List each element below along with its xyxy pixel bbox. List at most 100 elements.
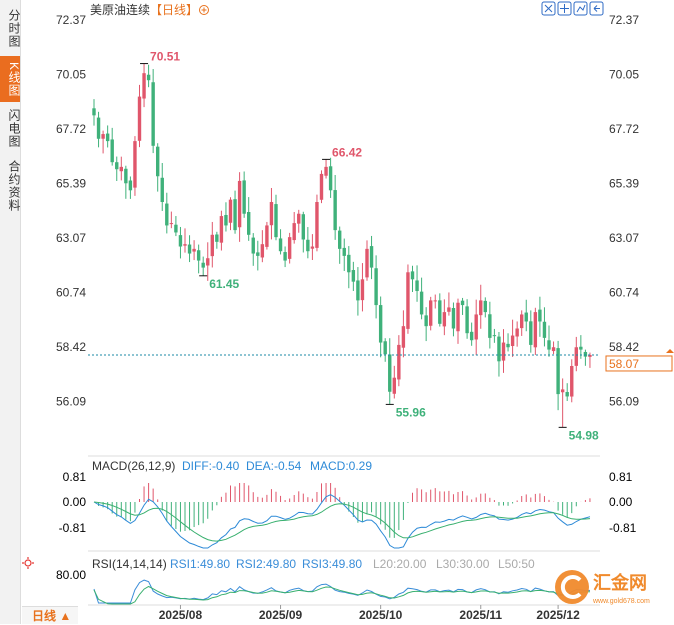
candle — [401, 310, 406, 358]
tab-intraday[interactable]: 分时图 — [7, 8, 21, 48]
price-tick-right-3: 65.39 — [609, 177, 639, 191]
candle — [124, 165, 128, 199]
candle — [297, 209, 301, 233]
price-tick-left-7: 56.09 — [56, 394, 86, 408]
tab-flash[interactable]: 闪电图 — [7, 108, 21, 148]
rsi-axis-left-80: 80.00 — [56, 568, 86, 582]
annotation-label-3: 55.96 — [396, 405, 426, 419]
svg-text:汇金网: 汇金网 — [593, 572, 647, 593]
price-annotations: 70.51 61.45 66.42 55.96 54.98 — [140, 50, 599, 442]
annotation-label-2: 66.42 — [332, 145, 362, 159]
date-axis: 2025/08 2025/09 2025/10 2025/11 2025/12 — [159, 605, 580, 622]
candle — [292, 211, 296, 244]
macd-axis-right: 0.81 0.00 -0.81 — [609, 470, 637, 535]
fullscreen-icon[interactable] — [541, 1, 556, 16]
candle — [192, 240, 196, 261]
annotation-label-1: 61.45 — [209, 277, 239, 291]
svg-text:0.81: 0.81 — [609, 470, 633, 484]
candle — [347, 246, 351, 289]
candle — [483, 297, 487, 318]
candle — [183, 228, 187, 253]
rsi1-label: RSI1:49.80 — [170, 557, 230, 571]
candle — [365, 240, 369, 281]
svg-text:-0.81: -0.81 — [59, 521, 87, 535]
candle — [233, 190, 237, 234]
candle — [110, 127, 114, 166]
candle — [333, 174, 337, 240]
candle — [556, 340, 560, 411]
candle — [96, 111, 101, 148]
candle — [119, 156, 123, 181]
candle — [101, 130, 105, 154]
candle — [433, 294, 437, 309]
candle — [388, 338, 392, 405]
candle — [133, 136, 137, 196]
tab-kline[interactable]: K线图 — [0, 56, 21, 102]
chart-type-icon[interactable] — [573, 1, 588, 16]
candle — [515, 321, 519, 347]
l50-label: L50:50 — [498, 557, 535, 571]
price-tick-right-5: 60.74 — [609, 285, 639, 299]
candle — [151, 69, 155, 154]
svg-text:www.gold678.com: www.gold678.com — [592, 598, 650, 605]
candle — [278, 229, 283, 255]
candle — [251, 233, 255, 266]
candle — [529, 310, 533, 353]
date-tick-1: 2025/09 — [259, 608, 303, 622]
price-axis-left: 72.37 70.05 67.72 65.39 63.07 60.74 58.42 56.09 — [56, 13, 86, 408]
candle — [524, 299, 528, 332]
candle — [260, 230, 265, 263]
candle — [338, 226, 342, 264]
last-price-label: 58.07 — [609, 357, 639, 371]
candle — [142, 63, 146, 108]
candle — [356, 267, 360, 316]
macd-axis-left: 0.81 0.00 -0.81 — [59, 470, 87, 535]
l20-label: L20:20.00 — [373, 557, 427, 571]
back-icon[interactable] — [589, 1, 604, 16]
candle — [324, 159, 328, 179]
macd-value-label: MACD:0.29 — [310, 459, 372, 473]
candle — [165, 192, 169, 234]
candle — [570, 359, 574, 403]
candle — [560, 378, 565, 428]
price-tick-left-3: 65.39 — [56, 177, 86, 191]
price-tick-left-4: 63.07 — [56, 231, 86, 245]
candle — [497, 332, 501, 377]
candle — [187, 235, 192, 263]
last-price-box — [605, 355, 673, 372]
candle — [520, 310, 524, 336]
candle — [201, 256, 205, 276]
candle — [247, 197, 251, 241]
macd-dea-label: DEA:-0.54 — [246, 459, 302, 473]
candle — [256, 240, 260, 271]
date-tick-2: 2025/10 — [359, 608, 403, 622]
period-selector[interactable]: 日线 ▲ — [22, 606, 78, 624]
candle — [429, 296, 433, 331]
rsi-line — [93, 579, 591, 604]
tab-contract-info[interactable]: 合约资料 — [7, 160, 21, 212]
svg-text:0.81: 0.81 — [63, 470, 87, 484]
candle — [456, 298, 460, 344]
move-icon[interactable] — [557, 1, 572, 16]
candle — [419, 277, 424, 320]
date-tick-3: 2025/11 — [459, 608, 502, 622]
candle — [442, 299, 447, 336]
candle — [178, 226, 183, 259]
macd-diff-line — [93, 494, 591, 549]
candle — [237, 172, 242, 242]
candle — [583, 349, 588, 366]
candle — [465, 299, 469, 339]
settings-icon[interactable] — [22, 557, 34, 569]
macd-dea-line — [93, 501, 591, 542]
candle — [410, 265, 415, 293]
candle — [501, 329, 506, 373]
candle — [169, 211, 174, 229]
candle — [424, 307, 428, 342]
candle — [506, 333, 510, 352]
candle — [196, 244, 201, 274]
candle — [374, 255, 378, 319]
plus-circle-icon[interactable] — [199, 5, 209, 15]
candle — [542, 307, 547, 347]
rsi2-label: RSI2:49.80 — [236, 557, 296, 571]
candle — [219, 210, 224, 251]
